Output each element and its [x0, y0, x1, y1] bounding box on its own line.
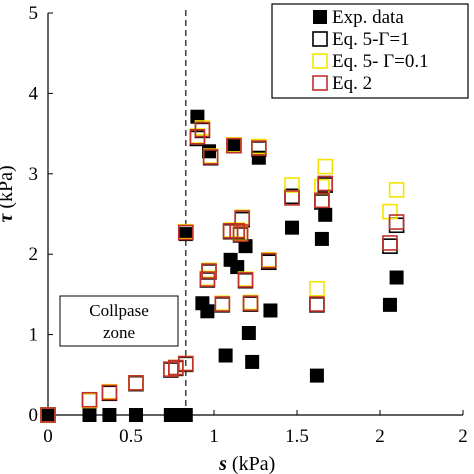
y-tick-label: 3	[29, 164, 39, 185]
point-open-square	[101, 384, 118, 401]
legend-marker	[313, 10, 327, 24]
point-open-square	[128, 375, 144, 391]
point-open-square	[81, 391, 98, 408]
point-open-square	[177, 355, 194, 372]
point-open-square	[81, 392, 98, 409]
point-open-square	[40, 407, 56, 423]
point-open-square	[199, 271, 216, 287]
x-tick-label: 1.5	[285, 426, 309, 447]
point-open-square	[177, 224, 194, 241]
point-exp-data	[263, 303, 278, 318]
point-open-square	[284, 177, 300, 193]
point-open-square	[284, 190, 300, 206]
point-exp-data	[230, 260, 245, 275]
legend-label: Exp. data	[332, 7, 404, 28]
point-exp-data	[389, 270, 404, 285]
legend-box	[271, 3, 469, 99]
point-open-square	[214, 296, 231, 312]
y-tick-label: 5	[29, 3, 39, 24]
series-0	[41, 109, 404, 422]
point-open-square	[81, 392, 98, 409]
point-open-square	[226, 137, 242, 154]
point-open-square	[317, 175, 334, 192]
point-exp-data	[178, 408, 193, 422]
x-tick-label: 2	[458, 426, 468, 447]
point-open-square	[309, 296, 325, 312]
annotation-box	[59, 295, 179, 347]
point-open-square	[388, 217, 405, 234]
series-3	[40, 121, 405, 423]
y-tick-label: 1	[29, 325, 39, 346]
point-open-square	[202, 149, 219, 165]
y-tick-label: 2	[29, 244, 39, 265]
point-open-square	[163, 361, 179, 377]
point-open-square	[234, 210, 251, 226]
x-axis-title: s (kPa)	[218, 453, 275, 474]
annotation-line-1: Collpase	[89, 301, 149, 320]
point-exp-data	[382, 297, 397, 312]
point-open-square	[201, 263, 217, 279]
point-open-square	[128, 375, 144, 391]
point-open-square	[388, 182, 405, 198]
point-exp-data	[226, 137, 241, 152]
point-open-square	[242, 295, 259, 312]
point-open-square	[309, 297, 325, 313]
annotation-line-2: zone	[103, 323, 135, 342]
x-tick-label: 2	[375, 426, 385, 447]
tick-labels: 0 1 2 3 4 5 0 0.5 1 1.5 2 2 s (kPa) τ (kPa)	[0, 3, 468, 474]
point-open-square	[382, 235, 398, 251]
point-exp-data	[241, 325, 256, 340]
point-open-square	[382, 238, 398, 254]
y-tick-label: 4	[29, 83, 39, 104]
point-exp-data	[178, 227, 193, 242]
point-open-square	[232, 226, 249, 242]
point-open-square	[388, 214, 405, 230]
axes	[47, 10, 464, 416]
point-exp-data	[245, 354, 260, 369]
point-open-square	[128, 375, 144, 392]
data-points	[40, 109, 405, 423]
point-exp-data	[41, 408, 55, 422]
x-tick-label: 0	[43, 426, 53, 447]
legend-marker	[312, 31, 328, 47]
point-exp-data	[82, 408, 97, 422]
point-exp-data	[318, 207, 333, 222]
collapse-zone-annotation: Collpase zone	[59, 295, 179, 347]
y-axis-title: τ (kPa)	[0, 165, 17, 222]
point-open-square	[309, 280, 325, 297]
series-1	[40, 122, 405, 423]
legend-label: Eq. 5- Γ=0.1	[332, 51, 429, 72]
x-tick-label: 0.5	[119, 426, 143, 447]
y-tick-label: 0	[29, 405, 39, 426]
series-2	[40, 120, 405, 423]
point-open-square	[194, 121, 211, 138]
point-exp-data	[218, 348, 233, 363]
legend-marker	[312, 53, 328, 69]
point-open-square	[168, 359, 184, 376]
x-tick-label: 1	[209, 426, 219, 447]
legend-marker	[312, 75, 328, 91]
point-open-square	[260, 252, 277, 269]
point-exp-data	[285, 220, 300, 235]
point-open-square	[314, 192, 330, 209]
point-exp-data	[102, 408, 117, 422]
point-exp-data	[309, 368, 324, 383]
legend-label: Eq. 5-Γ=1	[332, 29, 410, 50]
legend-label: Eq. 2	[332, 73, 372, 94]
point-open-square	[229, 223, 246, 239]
point-open-square	[251, 140, 267, 156]
point-exp-data	[200, 304, 215, 319]
point-open-square	[237, 272, 254, 288]
point-open-square	[317, 158, 334, 175]
point-exp-data	[314, 231, 329, 246]
point-exp-data	[128, 408, 143, 422]
